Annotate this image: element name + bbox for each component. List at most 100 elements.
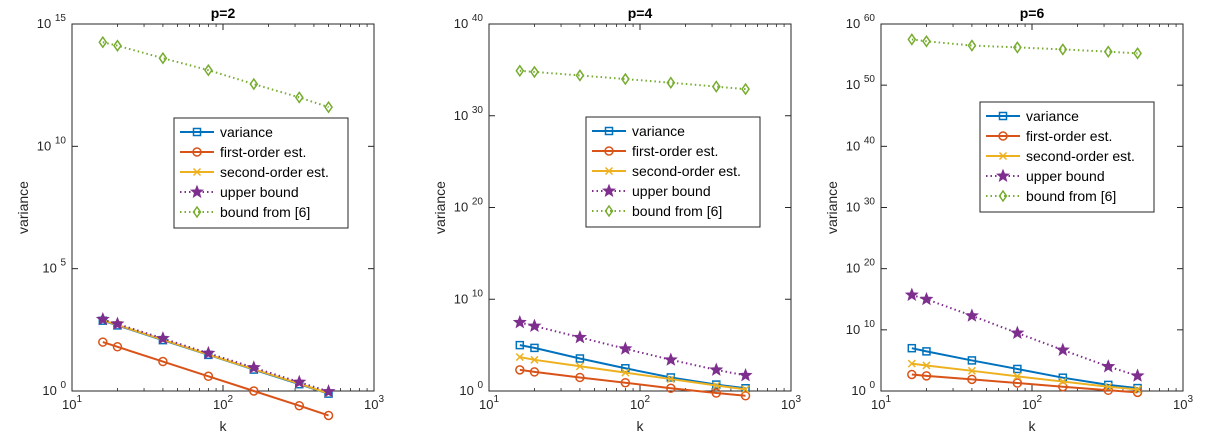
x-tick-label-base: 10 <box>630 397 644 412</box>
legend-label: bound from [6] <box>632 203 722 219</box>
legend-label: second-order est. <box>220 164 329 180</box>
series-4 <box>904 287 1145 382</box>
series-5 <box>98 35 333 114</box>
legend-marker <box>192 167 202 177</box>
data-point <box>738 368 753 382</box>
legend-item: second-order est. <box>986 148 1135 164</box>
legend-label: variance <box>632 123 685 139</box>
data-point <box>1013 364 1022 374</box>
data-point <box>907 359 916 368</box>
data-point <box>711 388 722 398</box>
x-tick-label-base: 10 <box>1022 397 1036 412</box>
x-tick-label-exponent: 2 <box>644 394 650 405</box>
series-line <box>102 41 329 109</box>
data-point <box>922 361 931 370</box>
y-tick-label-exponent: 40 <box>472 13 484 24</box>
legend-marker <box>998 189 1008 203</box>
data-point <box>1013 372 1022 381</box>
legend-label: upper bound <box>1026 168 1105 184</box>
data-point <box>512 315 527 329</box>
y-tick-label-exponent: 30 <box>864 197 876 208</box>
y-tick-label-exponent: 20 <box>472 197 484 208</box>
x-tick-label-base: 10 <box>479 397 493 412</box>
data-point <box>1012 378 1023 388</box>
data-point <box>292 374 307 389</box>
data-point <box>95 311 110 326</box>
data-point <box>666 373 676 382</box>
data-point <box>98 35 108 49</box>
data-point <box>112 342 123 352</box>
x-tick-label: 101 <box>871 394 891 412</box>
x-tick-label: 101 <box>62 394 82 412</box>
y-tick-label: 10 40 <box>846 135 876 153</box>
legend-label: upper bound <box>220 184 299 200</box>
y-tick-label-exponent: 0 <box>477 380 483 391</box>
chart-title: p=4 <box>628 5 653 21</box>
y-tick-label-exponent: 30 <box>472 105 484 116</box>
legend-label: first-order est. <box>220 144 306 160</box>
legend-label: first-order est. <box>1026 128 1112 144</box>
data-point <box>1058 43 1068 56</box>
data-point <box>1104 382 1113 391</box>
data-point <box>904 287 919 301</box>
y-tick-label-base: 10 <box>846 77 864 92</box>
legend-label: upper bound <box>632 183 711 199</box>
legend-label: bound from [6] <box>1026 188 1116 204</box>
x-tick-label-exponent: 3 <box>378 394 384 405</box>
x-tick-label-base: 10 <box>62 397 76 412</box>
legend-marker <box>995 168 1011 182</box>
y-axis-label: variance <box>432 181 448 234</box>
y-tick-label-exponent: 60 <box>864 13 876 24</box>
x-tick-label: 101 <box>479 394 499 412</box>
series-line <box>911 38 1138 55</box>
series-5 <box>515 64 750 96</box>
data-point <box>1133 385 1142 394</box>
legend-item: first-order est. <box>180 144 306 160</box>
x-tick-label-base: 10 <box>1173 397 1187 412</box>
y-tick-label: 10 30 <box>846 197 876 215</box>
data-point <box>967 356 977 365</box>
data-point <box>110 316 125 330</box>
y-tick-label-base: 10 <box>37 16 55 31</box>
data-point <box>620 377 631 388</box>
legend-label: first-order est. <box>632 143 718 159</box>
data-point <box>964 308 979 322</box>
legend-item: bound from [6] <box>986 188 1116 204</box>
data-point <box>1103 45 1113 58</box>
y-tick-label-exponent: 10 <box>472 288 484 299</box>
data-point <box>666 76 676 90</box>
x-tick-label-exponent: 1 <box>493 394 499 405</box>
legend-marker <box>604 204 614 218</box>
chart-title: p=6 <box>1020 5 1045 21</box>
y-tick-label: 10 40 <box>454 13 484 31</box>
y-tick-label: 10 0 <box>459 380 483 398</box>
data-point <box>515 64 525 78</box>
x-tick-label: 102 <box>213 394 233 412</box>
legend: variance first-order est. second-order est… <box>585 116 761 228</box>
y-axis-label: variance <box>824 181 840 234</box>
y-tick-label: 10 15 <box>37 13 67 31</box>
y-tick-label: 10 30 <box>454 105 484 123</box>
x-tick-label-base: 10 <box>871 397 885 412</box>
legend-label: bound from [6] <box>220 204 310 220</box>
x-axis-label: k <box>220 418 228 434</box>
x-tick-label-exponent: 3 <box>1187 394 1193 405</box>
data-point <box>527 318 542 333</box>
data-point <box>1055 342 1070 356</box>
data-point <box>530 343 539 353</box>
series-5 <box>907 33 1142 60</box>
data-point <box>1012 41 1022 54</box>
data-point <box>158 51 168 65</box>
legend-label: variance <box>220 124 273 140</box>
data-point <box>98 337 108 347</box>
y-tick-label-base: 10 <box>37 138 55 153</box>
y-tick-label: 10 10 <box>846 319 876 337</box>
legend-marker <box>604 126 614 136</box>
data-point <box>203 371 214 382</box>
data-point <box>618 341 633 355</box>
series-4 <box>95 311 336 398</box>
data-point <box>666 375 675 384</box>
x-tick-label-exponent: 1 <box>885 394 891 405</box>
legend-item: bound from [6] <box>180 204 310 220</box>
